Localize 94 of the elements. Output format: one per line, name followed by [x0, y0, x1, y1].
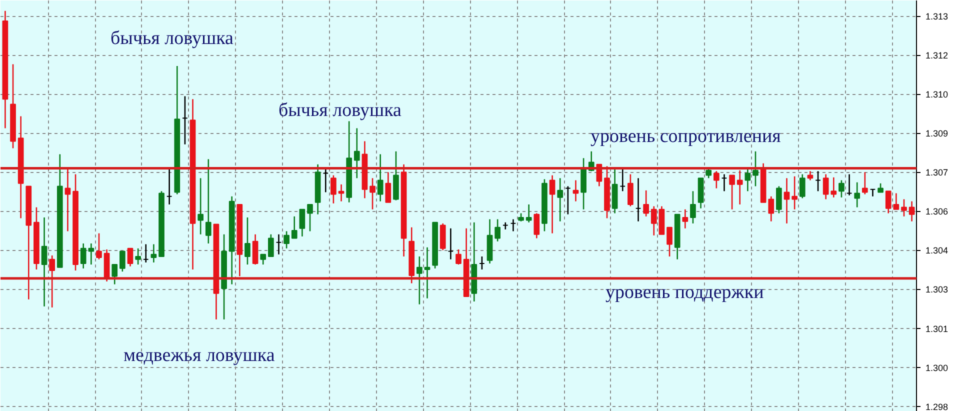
ref-line-label: уровень сопротивления — [590, 126, 782, 147]
candlestick — [322, 168, 329, 193]
candlestick — [393, 150, 399, 201]
candlestick — [572, 180, 579, 202]
candlestick — [198, 178, 204, 236]
candlestick — [377, 154, 384, 202]
candlestick — [127, 248, 134, 267]
y-tick-label: 1.310 — [926, 90, 948, 100]
candlestick — [354, 128, 360, 179]
y-tick-label: 1.303 — [926, 284, 948, 295]
candlestick — [792, 176, 798, 210]
ref-line-label: уровень поддержки — [606, 282, 764, 303]
candlestick — [385, 172, 392, 204]
candlestick — [112, 264, 118, 285]
y-tick-label: 1.312 — [926, 50, 948, 61]
candlestick — [838, 180, 844, 198]
candlestick — [510, 218, 516, 232]
candlestick — [96, 232, 102, 260]
candlestick — [736, 170, 743, 206]
candlestick — [526, 204, 532, 224]
candlestick — [252, 234, 258, 266]
candlestick — [768, 196, 774, 222]
candlestick — [815, 170, 821, 192]
candlestick — [166, 168, 172, 206]
candlestick — [49, 254, 56, 308]
candlestick — [870, 188, 876, 198]
candlestick — [534, 212, 540, 239]
candlestick — [142, 244, 149, 264]
candlestick — [299, 208, 306, 238]
candlestick — [666, 226, 672, 258]
candlestick — [479, 256, 485, 270]
candlestick — [807, 170, 814, 181]
candlestick — [64, 168, 71, 232]
candlestick — [120, 250, 126, 272]
y-tick-label: 1.306 — [926, 206, 948, 217]
candlestick — [416, 256, 422, 305]
candlestick — [885, 190, 892, 214]
candlestick — [150, 244, 157, 264]
candlestick — [650, 206, 657, 236]
candlestick — [784, 178, 790, 224]
y-tick-label: 1.307 — [926, 168, 948, 178]
candlestick — [564, 186, 571, 215]
candlestick — [276, 234, 282, 256]
candlestick — [370, 178, 376, 210]
candlestick — [182, 96, 188, 145]
candlestick — [721, 174, 728, 192]
candlestick — [799, 174, 806, 199]
candlestick — [628, 174, 634, 207]
candlestick — [612, 168, 618, 214]
annotation: медвежья ловушка — [124, 345, 276, 366]
candlestick — [244, 216, 250, 266]
candlestick — [440, 222, 446, 251]
candlestick — [713, 170, 720, 189]
y-tick-label: 1.301 — [926, 324, 948, 334]
candlestick — [448, 228, 454, 260]
candlestick — [205, 158, 212, 244]
candlestick — [424, 246, 430, 299]
candlestick — [338, 184, 344, 202]
candlestick — [330, 174, 336, 204]
annotation: бычья ловушка — [110, 28, 234, 49]
candlestick — [744, 168, 751, 192]
annotation: бычья ловушка — [278, 100, 402, 121]
candlestick — [580, 157, 586, 210]
candlestick — [635, 178, 642, 222]
candlestick — [456, 248, 462, 266]
candlestick — [307, 204, 313, 232]
y-tick-label: 1.304 — [926, 246, 948, 256]
candlestick — [620, 168, 626, 192]
candlestick — [901, 198, 907, 218]
y-tick-label: 1.309 — [926, 128, 948, 139]
candlestick — [268, 234, 274, 258]
candlestick — [135, 248, 141, 266]
candlestick — [643, 190, 649, 218]
candlestick — [862, 172, 868, 195]
candlestick — [893, 192, 900, 210]
y-tick-label: 1.300 — [926, 362, 948, 373]
candlestick — [846, 174, 852, 196]
candlestick — [729, 174, 735, 210]
candlestick — [291, 216, 298, 239]
candlestick — [494, 218, 500, 242]
candlestick — [41, 216, 48, 308]
candlestick — [752, 150, 758, 187]
candlestick — [854, 182, 860, 208]
candlestick — [682, 208, 688, 230]
candlestick — [502, 222, 508, 230]
candlestick — [690, 190, 696, 224]
candlestick — [549, 174, 556, 234]
y-tick-label: 1.313 — [926, 12, 948, 22]
candlestick — [260, 254, 266, 266]
candlestick — [557, 178, 564, 222]
candlestick — [908, 200, 915, 222]
y-tick-label: 1.298 — [926, 402, 948, 411]
candlestick — [776, 186, 782, 214]
candlestick — [284, 230, 290, 250]
